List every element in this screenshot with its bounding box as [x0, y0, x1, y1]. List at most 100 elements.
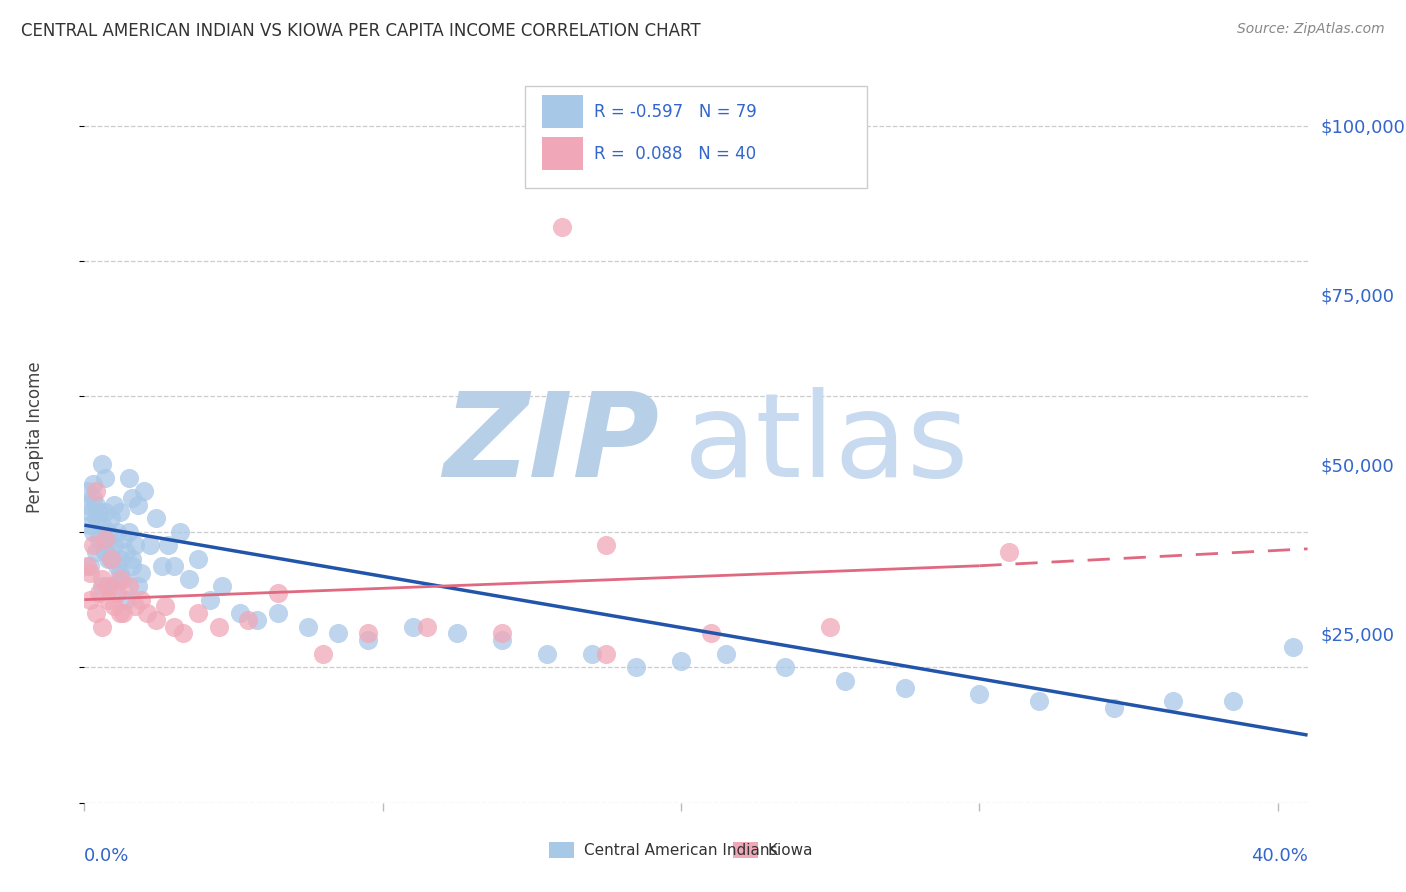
- Point: [121, 552, 143, 566]
- Point: [76, 498, 98, 512]
- Point: [595, 647, 617, 661]
- Point: [108, 552, 131, 566]
- Point: [267, 586, 290, 600]
- Point: [326, 626, 349, 640]
- Point: [79, 558, 101, 573]
- Point: [105, 586, 128, 600]
- Point: [76, 484, 98, 499]
- Point: [103, 599, 125, 614]
- Point: [121, 558, 143, 573]
- Point: [998, 545, 1021, 559]
- Point: [97, 524, 120, 539]
- Point: [207, 620, 229, 634]
- Point: [491, 633, 513, 648]
- Point: [89, 505, 111, 519]
- Point: [82, 524, 104, 539]
- Point: [198, 592, 221, 607]
- Point: [105, 558, 128, 573]
- Point: [112, 532, 135, 546]
- Point: [150, 558, 173, 573]
- Point: [79, 505, 101, 519]
- Point: [115, 592, 138, 607]
- Point: [105, 524, 128, 539]
- Point: [84, 498, 107, 512]
- Point: [172, 626, 194, 640]
- Point: [91, 457, 114, 471]
- Point: [79, 592, 101, 607]
- Point: [82, 538, 104, 552]
- Point: [91, 620, 114, 634]
- Point: [82, 477, 104, 491]
- Point: [1281, 640, 1303, 654]
- Point: [100, 511, 122, 525]
- Point: [84, 606, 107, 620]
- Point: [1028, 694, 1050, 708]
- Point: [91, 572, 114, 586]
- Point: [401, 620, 423, 634]
- Point: [94, 505, 117, 519]
- Point: [491, 626, 513, 640]
- Point: [139, 538, 162, 552]
- Point: [669, 654, 692, 668]
- Point: [446, 626, 468, 640]
- Point: [79, 518, 101, 533]
- Text: R =  0.088   N = 40: R = 0.088 N = 40: [593, 145, 756, 162]
- Text: Per Capita Income: Per Capita Income: [27, 361, 45, 513]
- Text: Source: ZipAtlas.com: Source: ZipAtlas.com: [1237, 22, 1385, 37]
- Point: [267, 606, 290, 620]
- Point: [108, 606, 131, 620]
- Point: [626, 660, 648, 674]
- Point: [211, 579, 233, 593]
- Point: [156, 538, 179, 552]
- Point: [118, 471, 141, 485]
- Point: [94, 545, 117, 559]
- Point: [108, 572, 131, 586]
- Point: [187, 606, 209, 620]
- Point: [969, 688, 991, 702]
- Text: Central American Indians: Central American Indians: [585, 843, 778, 857]
- Point: [145, 511, 167, 525]
- Point: [100, 552, 122, 566]
- Text: ZIP: ZIP: [443, 387, 659, 502]
- Point: [700, 626, 723, 640]
- Point: [187, 552, 209, 566]
- Point: [76, 558, 98, 573]
- Point: [834, 673, 856, 688]
- Point: [357, 633, 380, 648]
- Point: [108, 505, 131, 519]
- Point: [132, 484, 155, 499]
- Point: [416, 620, 439, 634]
- Point: [91, 579, 114, 593]
- Text: 0.0%: 0.0%: [84, 847, 129, 864]
- Text: 40.0%: 40.0%: [1251, 847, 1308, 864]
- Point: [118, 579, 141, 593]
- Point: [97, 538, 120, 552]
- Point: [89, 532, 111, 546]
- Point: [84, 545, 107, 559]
- Point: [94, 471, 117, 485]
- Point: [103, 498, 125, 512]
- Point: [145, 613, 167, 627]
- Point: [118, 524, 141, 539]
- Point: [163, 620, 186, 634]
- Point: [246, 613, 269, 627]
- Point: [129, 592, 152, 607]
- Point: [84, 511, 107, 525]
- Point: [1222, 694, 1244, 708]
- Point: [1102, 701, 1125, 715]
- Point: [94, 532, 117, 546]
- Point: [153, 599, 176, 614]
- Point: [108, 566, 131, 580]
- Point: [127, 498, 149, 512]
- Point: [357, 626, 380, 640]
- Point: [124, 538, 146, 552]
- Point: [84, 484, 107, 499]
- Text: atlas: atlas: [683, 387, 969, 502]
- Point: [103, 538, 125, 552]
- Point: [124, 599, 146, 614]
- Point: [297, 620, 319, 634]
- Point: [89, 586, 111, 600]
- Point: [714, 647, 737, 661]
- Text: R = -0.597   N = 79: R = -0.597 N = 79: [593, 103, 756, 120]
- Point: [97, 552, 120, 566]
